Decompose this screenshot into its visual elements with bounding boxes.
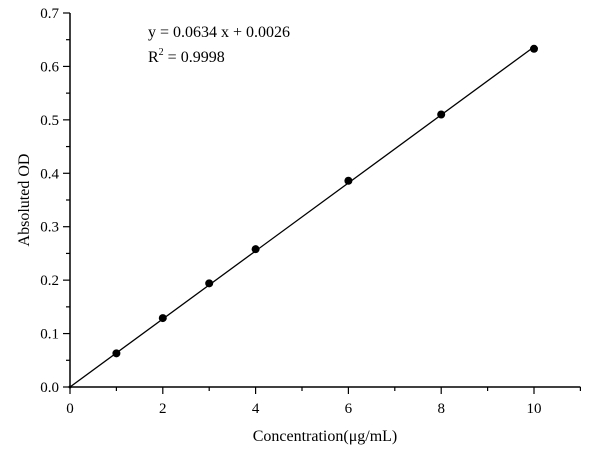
x-tick-label: 8 (437, 401, 445, 417)
fit-line (69, 46, 535, 388)
data-point (68, 385, 72, 389)
data-point (437, 110, 446, 119)
y-axis-title: Absoluted OD (16, 154, 33, 247)
x-tick-label: 2 (159, 401, 167, 417)
x-tick-label: 10 (527, 401, 542, 417)
y-tick-label: 0.2 (40, 273, 59, 289)
data-point (158, 314, 167, 323)
data-point (112, 349, 121, 358)
x-tick-label: 4 (252, 401, 260, 417)
y-tick-label: 0.3 (40, 220, 59, 236)
axes: 0 2 4 6 8 10 0.0 0.1 0.2 0.3 0.4 0.5 0.6 0.7 (40, 6, 582, 417)
y-tick-label: 0.4 (40, 166, 59, 182)
x-tick-label: 0 (66, 401, 74, 417)
x-tick-label: 6 (345, 401, 353, 417)
data-point (205, 279, 214, 288)
y-tick-label: 0.0 (40, 380, 59, 396)
equation-annotation: y = 0.0634 x + 0.0026 (148, 24, 290, 41)
data-points (68, 44, 538, 389)
r-squared-annotation: R2 = 0.9998 (148, 47, 225, 66)
data-point (530, 44, 538, 53)
data-point (344, 176, 353, 185)
regression-line (69, 46, 535, 388)
y-tick-label: 0.1 (40, 327, 59, 343)
y-tick-label: 0.6 (40, 59, 59, 75)
x-axis-title: Concentration(μg/mL) (253, 428, 398, 445)
data-point (251, 245, 260, 254)
y-tick-label: 0.7 (40, 6, 59, 22)
y-tick-label: 0.5 (40, 113, 59, 129)
